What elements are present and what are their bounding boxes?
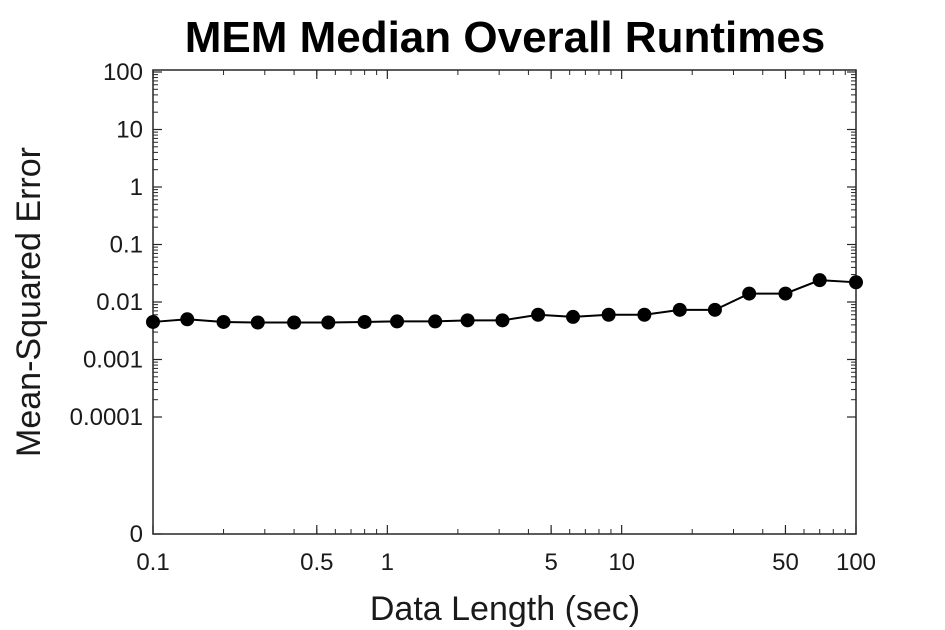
x-axis-label: Data Length (sec) xyxy=(370,590,640,628)
x-tick-label: 5 xyxy=(544,549,557,576)
data-point xyxy=(146,314,160,329)
data-point xyxy=(460,313,475,328)
plot-frame xyxy=(152,69,857,535)
data-point xyxy=(637,307,652,322)
y-tick-label: 0.1 xyxy=(110,232,143,259)
x-tick-label: 50 xyxy=(772,549,799,576)
data-point xyxy=(812,273,827,288)
y-tick-label: 10 xyxy=(116,117,143,144)
data-point xyxy=(672,302,687,317)
x-tick-label: 0.5 xyxy=(300,549,333,576)
data-point xyxy=(250,315,265,330)
data-point xyxy=(778,286,793,301)
y-tick-label: 100 xyxy=(103,59,143,86)
y-tick-label: 1 xyxy=(130,174,143,201)
data-point xyxy=(601,307,616,322)
data-point xyxy=(216,314,231,329)
y-tick-label: 0.01 xyxy=(96,289,143,316)
y-tick-label: 0.001 xyxy=(83,347,143,374)
data-point xyxy=(287,315,302,330)
data-point xyxy=(849,275,863,290)
data-point xyxy=(531,307,546,322)
chart-title: MEM Median Overall Runtimes xyxy=(185,13,826,62)
data-point xyxy=(742,286,757,301)
x-tick-label: 1 xyxy=(381,549,394,576)
data-point xyxy=(428,314,443,329)
y-tick-label: 0.0001 xyxy=(70,404,143,431)
data-point xyxy=(566,309,581,324)
y-tick-label: 0 xyxy=(130,521,143,548)
plot-area: 0.1 0.5 1 5 10 50 100 100 10 1 0.1 0.01 0.001 0.0001 0 xyxy=(70,59,876,576)
data-point xyxy=(390,314,405,329)
x-tick-label: 100 xyxy=(836,549,876,576)
data-point xyxy=(707,302,722,317)
x-tick-label: 10 xyxy=(608,549,635,576)
y-axis-label: Mean-Squared Error xyxy=(10,147,48,457)
data-point xyxy=(321,315,336,330)
x-tick-label: 0.1 xyxy=(136,549,169,576)
data-point xyxy=(495,313,510,328)
data-point xyxy=(180,312,195,327)
data-point xyxy=(357,314,372,329)
